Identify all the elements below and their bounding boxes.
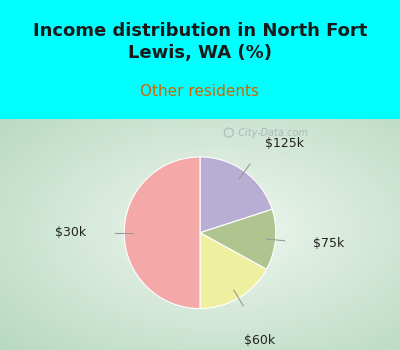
Text: $30k: $30k xyxy=(55,226,86,239)
Text: $75k: $75k xyxy=(313,237,344,250)
Text: Income distribution in North Fort
Lewis, WA (%): Income distribution in North Fort Lewis,… xyxy=(33,22,367,62)
Text: $125k: $125k xyxy=(265,137,304,150)
Text: Other residents: Other residents xyxy=(140,84,260,99)
Text: City-Data.com: City-Data.com xyxy=(232,128,308,138)
Wedge shape xyxy=(200,209,276,269)
Wedge shape xyxy=(124,157,200,309)
Wedge shape xyxy=(200,157,272,233)
Text: $60k: $60k xyxy=(244,334,275,347)
Wedge shape xyxy=(200,233,266,309)
